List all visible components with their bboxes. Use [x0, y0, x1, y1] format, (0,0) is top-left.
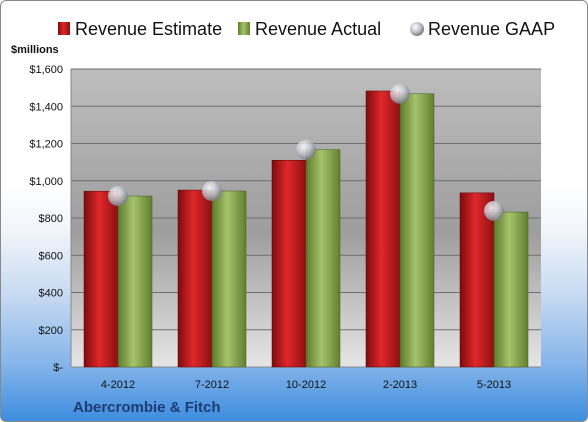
y-axis-unit-label: $millions — [11, 44, 59, 56]
point-revenue-gaap — [108, 186, 128, 207]
y-tick-label: $1,400 — [29, 101, 63, 113]
y-tick-label: $800 — [39, 213, 63, 225]
y-tick-label: $400 — [39, 288, 63, 300]
x-tick-label: 4-2012 — [101, 379, 135, 391]
point-revenue-gaap — [202, 180, 222, 201]
bar-revenue-estimate — [177, 189, 213, 368]
series: 4-2012 7-2012 10-2012 2-2013 5-2013 — [83, 83, 529, 391]
legend-label: Revenue GAAP — [428, 19, 555, 39]
y-tick-label: $1,600 — [29, 64, 63, 76]
bar-revenue-estimate — [271, 160, 307, 368]
y-tick-label: $600 — [39, 250, 63, 262]
y-tick-label: $200 — [39, 325, 63, 337]
legend-swatch-revenue-gaap — [410, 22, 424, 36]
company-name: Abercrombie & Fitch — [73, 399, 221, 416]
x-tick-label: 5-2013 — [477, 379, 511, 391]
bar-revenue-actual — [211, 190, 247, 368]
bar-revenue-actual — [117, 195, 153, 368]
legend-swatch-revenue-estimate — [58, 22, 70, 35]
x-tick-label: 10-2012 — [286, 379, 326, 391]
legend-swatch-revenue-actual — [238, 22, 250, 35]
point-revenue-gaap — [484, 200, 504, 221]
y-tick-label: $1,200 — [29, 139, 63, 151]
x-tick-label: 7-2012 — [195, 379, 229, 391]
bar-revenue-estimate — [365, 90, 401, 368]
legend-label: Revenue Actual — [255, 19, 381, 39]
y-tick-label: $- — [53, 362, 63, 374]
legend: Revenue Estimate Revenue Actual Revenue GA… — [58, 19, 555, 39]
y-tick-label: $1,000 — [29, 176, 63, 188]
point-revenue-gaap — [296, 139, 316, 160]
bar-revenue-actual — [493, 211, 529, 368]
bar-revenue-estimate — [83, 190, 119, 368]
bar-revenue-estimate — [459, 192, 495, 368]
bar-revenue-actual — [305, 149, 341, 368]
x-tick-label: 2-2013 — [383, 379, 417, 391]
bar-revenue-actual — [399, 93, 435, 368]
legend-label: Revenue Estimate — [75, 19, 222, 39]
point-revenue-gaap — [390, 83, 410, 104]
